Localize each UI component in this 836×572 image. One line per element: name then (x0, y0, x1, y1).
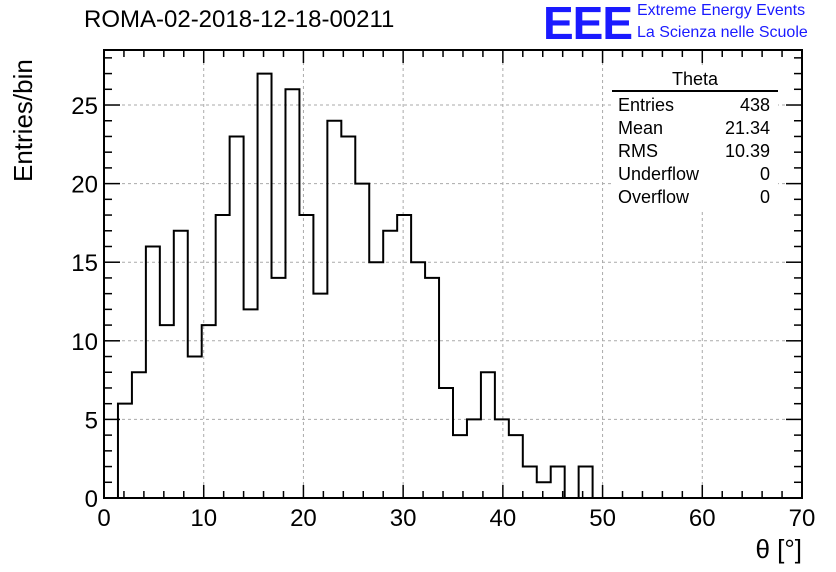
x-tick-label: 60 (689, 505, 716, 532)
stats-row-underflow: Underflow 0 (612, 163, 778, 186)
x-axis-label: θ [°] (755, 534, 802, 564)
stats-label: Entries (618, 95, 675, 115)
stats-label: Overflow (618, 187, 690, 207)
histogram-bin (216, 215, 230, 498)
histogram-bin (327, 121, 341, 498)
histogram-bin (118, 404, 132, 498)
stats-value: 21.34 (724, 118, 770, 138)
stats-label: RMS (618, 141, 658, 161)
histogram-bin (272, 278, 286, 498)
stats-box: Theta Entries 438 Mean 21.34 RMS 10.39 U… (612, 68, 778, 209)
histogram-bin (467, 419, 481, 498)
y-tick-label: 5 (85, 407, 98, 434)
y-tick-label: 15 (71, 250, 98, 277)
histogram-bin (481, 372, 495, 498)
logo-line-1: Extreme Energy Events (637, 2, 806, 19)
histogram-bin (425, 278, 439, 498)
eee-logo: EEE (543, 0, 633, 49)
logo-line-2: La Scienza nelle Scuole (637, 24, 808, 41)
x-tick-label: 0 (97, 505, 110, 532)
x-tick-label: 30 (390, 505, 417, 532)
histogram-bin (453, 435, 467, 498)
stats-label: Mean (618, 118, 664, 138)
histogram-bin (258, 74, 272, 498)
stats-value: 0 (759, 187, 770, 207)
histogram-bin (132, 372, 146, 498)
histogram-bin (160, 325, 174, 498)
y-tick-label: 0 (85, 486, 98, 513)
histogram-bin (341, 136, 355, 498)
stats-title: Theta (612, 68, 778, 92)
histogram-bin (230, 136, 244, 498)
histogram-bin (439, 388, 453, 498)
y-axis-label: Entries/bin (8, 59, 38, 182)
histogram-bin (285, 89, 299, 498)
histogram-bin (579, 467, 593, 498)
stats-label: Underflow (618, 164, 700, 184)
x-tick-label: 20 (290, 505, 317, 532)
stats-row-entries: Entries 438 (612, 94, 778, 117)
histogram-bin (146, 246, 160, 498)
histogram-bin (174, 231, 188, 498)
histogram-bin (188, 357, 202, 498)
stats-value: 0 (759, 164, 770, 184)
stats-row-overflow: Overflow 0 (612, 186, 778, 209)
x-tick-label: 70 (789, 505, 816, 532)
histogram-bin (244, 309, 258, 498)
stats-value: 10.39 (724, 141, 770, 161)
y-tick-label: 25 (71, 93, 98, 120)
y-tick-label: 10 (71, 329, 98, 356)
histogram-bin (537, 482, 551, 498)
histogram-bin (495, 419, 509, 498)
histogram-bin (383, 231, 397, 498)
y-tick-label: 20 (71, 172, 98, 199)
histogram-bin (299, 215, 313, 498)
histogram-bin (313, 294, 327, 498)
stats-row-rms: RMS 10.39 (612, 140, 778, 163)
x-tick-label: 10 (190, 505, 217, 532)
x-tick-label: 50 (589, 505, 616, 532)
histogram-bin (411, 262, 425, 498)
x-tick-label: 40 (490, 505, 517, 532)
stats-row-mean: Mean 21.34 (612, 117, 778, 140)
chart-title: ROMA-02-2018-12-18-00211 (84, 6, 395, 33)
histogram-bin (523, 467, 537, 498)
histogram-bin (397, 215, 411, 498)
plot-frame (103, 49, 803, 499)
histogram-bin (509, 435, 523, 498)
histogram-bin (369, 262, 383, 498)
stats-value: 438 (739, 95, 770, 115)
